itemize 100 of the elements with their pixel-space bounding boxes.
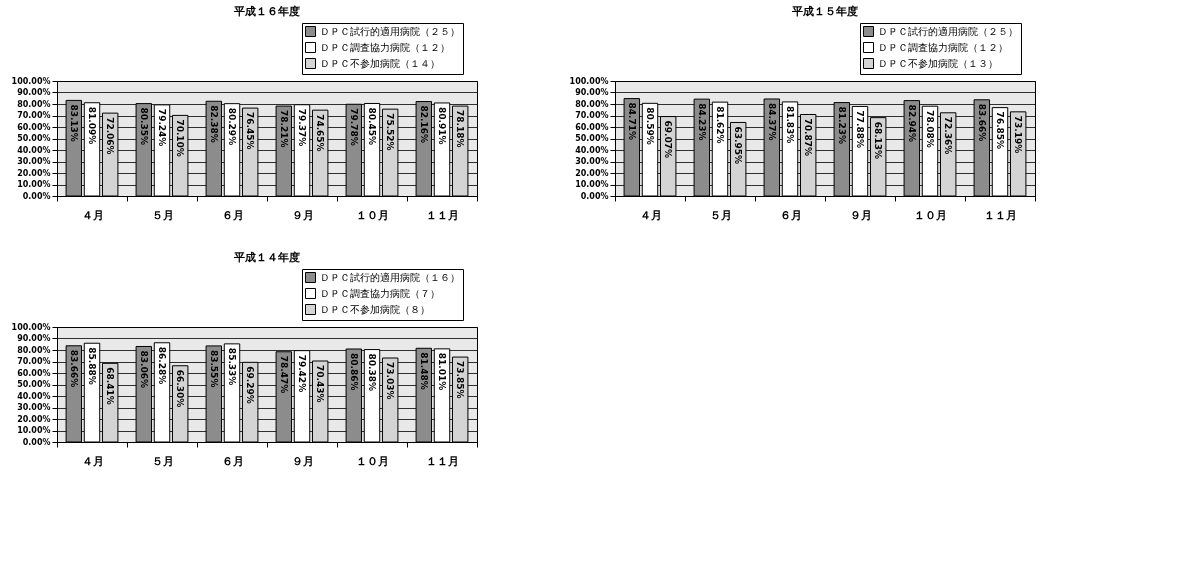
data-label: 69.07%: [663, 120, 674, 159]
x-tick-label: １０月: [356, 454, 389, 468]
data-label: 83.66%: [68, 349, 79, 388]
data-label: 81.48%: [418, 352, 429, 390]
data-label: 79.37%: [297, 108, 307, 147]
data-label: 76.85%: [995, 111, 1005, 150]
legend-label: ＤＰＣ調査協力病院（７）: [320, 287, 440, 299]
data-label: 80.35%: [138, 107, 149, 146]
legend-label: ＤＰＣ試行的適用病院（２５）: [320, 25, 460, 37]
y-tick-label: 70.00%: [17, 357, 51, 366]
data-label: 66.30%: [175, 369, 186, 408]
data-label: 68.41%: [105, 367, 116, 405]
y-tick-label: 100.00%: [569, 76, 609, 86]
y-tick-label: 90.00%: [17, 334, 51, 343]
x-tick-label: ４月: [81, 208, 104, 222]
y-tick-label: 20.00%: [575, 168, 609, 178]
data-label: 80.45%: [367, 107, 377, 145]
x-tick-label: ６月: [221, 454, 244, 468]
x-tick-label: １１月: [426, 208, 459, 222]
data-label: 85.33%: [227, 347, 237, 386]
y-tick-label: 100.00%: [11, 322, 51, 332]
data-label: 72.36%: [943, 116, 954, 155]
x-tick-label: １１月: [984, 208, 1017, 222]
data-label: 84.37%: [766, 102, 777, 141]
data-label: 69.29%: [245, 366, 256, 404]
y-tick-label: 30.00%: [17, 157, 51, 166]
data-label: 70.43%: [315, 365, 326, 403]
data-label: 80.29%: [227, 107, 237, 146]
y-tick-label: 0.00%: [22, 191, 51, 201]
data-label: 80.38%: [367, 353, 377, 392]
y-tick-label: 80.00%: [17, 345, 51, 355]
data-label: 75.52%: [385, 113, 396, 151]
y-tick-label: 50.00%: [17, 134, 51, 143]
data-label: 70.10%: [175, 119, 186, 157]
x-tick-label: ９月: [291, 208, 314, 222]
legend-label: ＤＰＣ調査協力病院（１２）: [320, 41, 450, 53]
x-tick-label: １０月: [356, 208, 389, 222]
data-label: 70.87%: [803, 118, 814, 156]
legend-label: ＤＰＣ試行的適用病院（２５）: [878, 25, 1018, 37]
x-tick-label: １１月: [426, 454, 459, 468]
data-label: 68.13%: [873, 121, 884, 160]
data-label: 78.08%: [925, 110, 935, 148]
y-tick-label: 50.00%: [575, 134, 609, 143]
y-tick-label: 10.00%: [17, 180, 51, 189]
x-tick-label: ９月: [849, 208, 872, 222]
y-tick-label: 60.00%: [17, 122, 51, 132]
data-label: 78.47%: [278, 355, 289, 394]
data-label: 73.19%: [1013, 115, 1024, 154]
x-tick-label: ６月: [779, 208, 802, 222]
data-label: 82.94%: [906, 104, 917, 143]
data-label: 81.09%: [87, 106, 97, 145]
data-label: 72.06%: [105, 117, 116, 155]
data-label: 80.59%: [645, 107, 655, 145]
data-label: 77.88%: [855, 110, 865, 148]
y-tick-label: 60.00%: [17, 368, 51, 378]
x-tick-label: ４月: [81, 454, 104, 468]
chart-title: 平成１６年度: [233, 4, 300, 18]
data-label: 73.03%: [385, 362, 396, 400]
data-label: 83.06%: [138, 350, 149, 388]
data-label: 79.24%: [157, 108, 167, 147]
y-tick-label: 100.00%: [11, 76, 51, 86]
y-tick-label: 20.00%: [17, 414, 51, 424]
data-label: 78.18%: [455, 110, 466, 148]
y-tick-label: 30.00%: [575, 157, 609, 166]
data-label: 82.16%: [418, 105, 429, 144]
y-tick-label: 30.00%: [17, 403, 51, 412]
chart-title: 平成１５年度: [791, 4, 858, 18]
data-label: 76.45%: [245, 112, 256, 150]
legend-label: ＤＰＣ調査協力病院（１２）: [878, 41, 1008, 53]
data-label: 82.38%: [208, 105, 219, 143]
data-label: 80.91%: [437, 106, 447, 145]
y-tick-label: 90.00%: [575, 88, 609, 97]
y-tick-label: 40.00%: [575, 145, 609, 155]
x-tick-label: ５月: [151, 454, 174, 468]
data-label: 83.55%: [208, 349, 219, 388]
y-tick-label: 70.00%: [575, 111, 609, 120]
data-label: 84.71%: [626, 102, 637, 141]
chart-title: 平成１４年度: [233, 250, 300, 264]
y-tick-label: 60.00%: [575, 122, 609, 132]
data-label: 81.62%: [715, 106, 725, 144]
y-tick-label: 40.00%: [17, 391, 51, 401]
y-tick-label: 0.00%: [22, 437, 51, 447]
x-tick-label: １０月: [914, 208, 947, 222]
y-tick-label: 50.00%: [17, 380, 51, 389]
y-tick-label: 20.00%: [17, 168, 51, 178]
x-tick-label: ５月: [709, 208, 732, 222]
data-label: 80.86%: [348, 353, 359, 391]
x-tick-label: ６月: [221, 208, 244, 222]
legend-label: ＤＰＣ不参加病院（１３）: [878, 57, 998, 69]
y-tick-label: 40.00%: [17, 145, 51, 155]
y-tick-label: 0.00%: [580, 191, 609, 201]
data-label: 86.28%: [157, 346, 167, 385]
x-tick-label: ５月: [151, 208, 174, 222]
data-label: 83.13%: [68, 104, 79, 142]
data-label: 85.88%: [87, 347, 97, 385]
data-label: 79.78%: [348, 108, 359, 146]
x-tick-label: ４月: [639, 208, 662, 222]
y-tick-label: 80.00%: [17, 99, 51, 109]
legend-label: ＤＰＣ試行的適用病院（１６）: [320, 271, 460, 283]
data-label: 83.66%: [976, 103, 987, 142]
